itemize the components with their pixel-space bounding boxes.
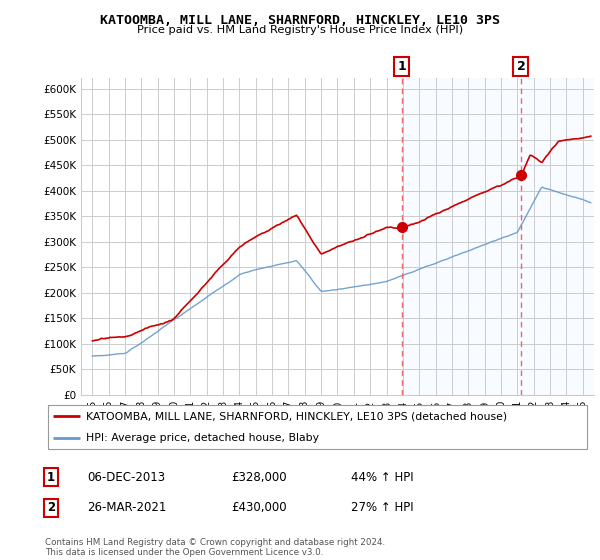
FancyBboxPatch shape	[48, 405, 587, 449]
Text: 2: 2	[47, 501, 55, 515]
Text: £430,000: £430,000	[231, 501, 287, 515]
Text: 2: 2	[517, 60, 526, 73]
Text: Contains HM Land Registry data © Crown copyright and database right 2024.
This d: Contains HM Land Registry data © Crown c…	[45, 538, 385, 557]
Text: KATOOMBA, MILL LANE, SHARNFORD, HINCKLEY, LE10 3PS (detached house): KATOOMBA, MILL LANE, SHARNFORD, HINCKLEY…	[86, 411, 507, 421]
Bar	[526, 78, 599, 395]
Text: HPI: Average price, detached house, Blaby: HPI: Average price, detached house, Blab…	[86, 433, 319, 443]
Text: 26-MAR-2021: 26-MAR-2021	[87, 501, 166, 515]
Text: 44% ↑ HPI: 44% ↑ HPI	[351, 470, 413, 484]
Bar	[401, 78, 599, 395]
Text: 1: 1	[397, 60, 406, 73]
Text: Price paid vs. HM Land Registry's House Price Index (HPI): Price paid vs. HM Land Registry's House …	[137, 25, 463, 35]
Text: 06-DEC-2013: 06-DEC-2013	[87, 470, 165, 484]
Text: £328,000: £328,000	[231, 470, 287, 484]
Text: KATOOMBA, MILL LANE, SHARNFORD, HINCKLEY, LE10 3PS: KATOOMBA, MILL LANE, SHARNFORD, HINCKLEY…	[100, 14, 500, 27]
Text: 1: 1	[47, 470, 55, 484]
Text: 27% ↑ HPI: 27% ↑ HPI	[351, 501, 413, 515]
